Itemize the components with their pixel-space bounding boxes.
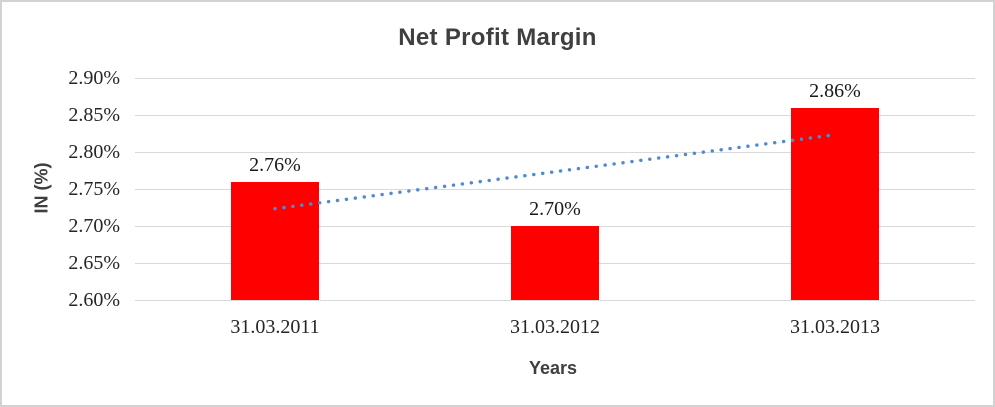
y-tick-label: 2.80% (68, 141, 120, 163)
bar-data-label: 2.70% (529, 198, 581, 220)
bar (791, 107, 879, 300)
y-tick-label: 2.90% (68, 67, 120, 89)
bar (231, 181, 319, 300)
gridline (135, 77, 975, 79)
y-tick-label: 2.65% (68, 252, 120, 274)
x-tick-label: 31.03.2011 (230, 316, 320, 338)
gridline (135, 299, 975, 301)
x-axis-title: Years (528, 358, 578, 378)
chart-title: Net Profit Margin (398, 24, 597, 51)
y-tick-label: 2.75% (68, 178, 120, 200)
y-tick-label: 2.70% (68, 215, 120, 237)
bar-data-label: 2.76% (249, 153, 301, 176)
gridline (135, 114, 975, 116)
bar-data-label: 2.86% (809, 79, 861, 102)
y-tick-label: 2.60% (68, 289, 120, 311)
x-tick-label: 31.03.2012 (510, 316, 600, 338)
x-tick-label: 31.03.2013 (790, 316, 880, 338)
bar (511, 226, 599, 300)
y-tick-label: 2.85% (68, 104, 120, 126)
